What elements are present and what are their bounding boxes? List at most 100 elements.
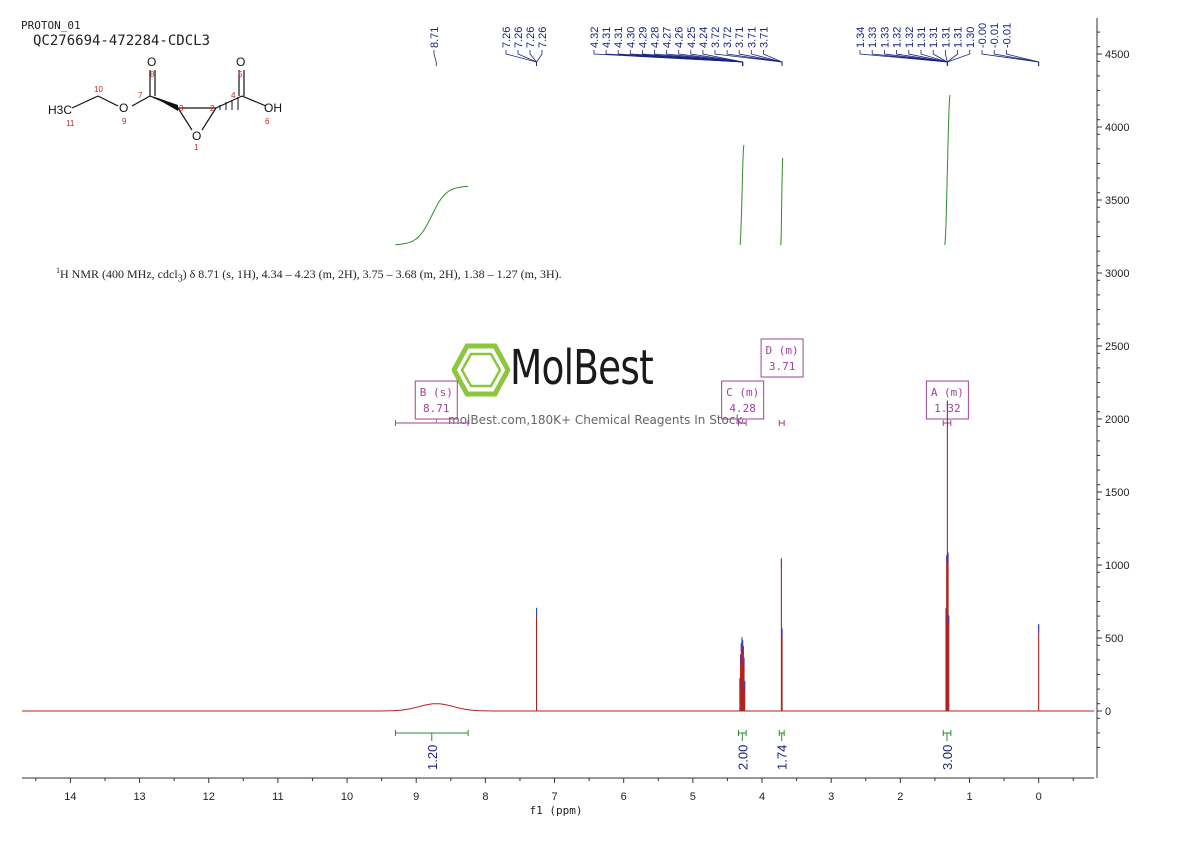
summary-rest: ) δ 8.71 (s, 1H), 4.34 – 4.23 (m, 2H), 3… xyxy=(182,267,562,281)
wedge-bond xyxy=(152,96,178,111)
peak-label: 3.72 xyxy=(722,27,734,48)
peak-label-leader xyxy=(763,50,783,66)
y-tick-label: 500 xyxy=(1105,633,1123,645)
y-tick-label: 1000 xyxy=(1105,560,1129,572)
peak-label-leader xyxy=(946,50,971,66)
peak-label-leader xyxy=(529,50,537,66)
multiplet-label: B (s) xyxy=(420,386,453,399)
atom-number: 9 xyxy=(122,117,127,126)
peak-label: 4.28 xyxy=(650,27,662,48)
integral-value: 1.74 xyxy=(775,745,790,770)
x-tick-label: 13 xyxy=(133,791,145,803)
summary-subscript: 3 xyxy=(177,273,183,285)
atom-label: O xyxy=(236,55,245,69)
peak-label: 1.32 xyxy=(904,27,916,48)
peak-label: 3.72 xyxy=(710,27,722,48)
peak-label: 4.27 xyxy=(662,27,674,48)
atom-number: 8 xyxy=(150,70,155,79)
peak-label: 3.71 xyxy=(734,27,746,48)
x-tick-label: 5 xyxy=(690,791,696,803)
x-tick-label: 10 xyxy=(341,791,353,803)
x-tick-label: 11 xyxy=(272,791,283,803)
x-tick-label: 9 xyxy=(413,791,419,803)
nmr-summary: 1H NMR (400 MHz, cdcl3) δ 8.71 (s, 1H), … xyxy=(56,266,562,284)
peak-label: 4.29 xyxy=(637,27,649,48)
peak-label: -0.01 xyxy=(989,23,1001,48)
peak-label-leader xyxy=(702,50,744,66)
brand-name: MolBest xyxy=(510,340,654,396)
atom-number: 10 xyxy=(94,85,103,94)
integral-curve xyxy=(395,185,469,246)
peak-label-leader xyxy=(871,50,948,66)
brand-tagline: molBest.com,180K+ Chemical Reagents In S… xyxy=(448,413,747,427)
integral-curve xyxy=(780,157,784,246)
multiplet-shift: 8.71 xyxy=(423,402,450,415)
peak-label: 4.30 xyxy=(625,27,637,48)
atom-number: 5 xyxy=(238,70,243,79)
peak-label-leader xyxy=(946,50,958,66)
x-tick-label: 3 xyxy=(828,791,834,803)
y-tick-label: 4500 xyxy=(1105,49,1129,61)
peak-label-leader xyxy=(1006,50,1040,66)
atom-number: 11 xyxy=(66,119,75,128)
atom-number: 4 xyxy=(231,91,236,100)
peak-label: 1.31 xyxy=(953,27,965,48)
peak-label: 1.33 xyxy=(867,27,879,48)
integral-curve xyxy=(944,94,951,246)
peak-label-leader xyxy=(642,50,744,66)
x-tick-label: 2 xyxy=(897,791,903,803)
peak-label: -0.01 xyxy=(1001,23,1013,48)
x-tick-label: 7 xyxy=(551,791,557,803)
atom-number: 6 xyxy=(265,117,270,126)
x-tick-label: 12 xyxy=(203,791,215,803)
peak-label: 4.32 xyxy=(589,27,601,48)
peak-label: 1.31 xyxy=(940,27,952,48)
integral-curves xyxy=(395,94,951,246)
peak-label: 1.33 xyxy=(879,27,891,48)
summary-superscript: 1 xyxy=(56,266,60,275)
y-tick-label: 2500 xyxy=(1105,341,1129,353)
multiplet-shift: 3.71 xyxy=(769,360,796,373)
peak-label: 1.30 xyxy=(965,27,977,48)
peak-label-leader xyxy=(884,50,948,66)
y-axis: 0 500 1000 1500 2000 2500 3000 3500 4000 4500 xyxy=(1096,18,1129,778)
hash-bond xyxy=(219,97,239,110)
integral-value: 3.00 xyxy=(940,745,955,770)
peak-label: 4.31 xyxy=(613,27,625,48)
atom-number: 7 xyxy=(138,91,143,100)
peak-label: -0.00 xyxy=(977,23,989,48)
summary-text: H NMR (400 MHz, cdcl xyxy=(60,267,178,281)
x-tick-label: 1 xyxy=(966,791,972,803)
peak-label-leader xyxy=(726,50,783,66)
multiplet-markers: B (s)8.71C (m)4.28D (m)3.71A (m)1.32 xyxy=(394,338,969,426)
peak-label-leader xyxy=(920,50,948,66)
peak-label: 8.71 xyxy=(429,27,441,48)
y-tick-label: 2000 xyxy=(1105,414,1129,426)
peak-label-leader xyxy=(981,50,1040,66)
experiment-label: PROTON_01 xyxy=(21,19,81,32)
atom-number: 1 xyxy=(194,143,199,152)
peak-label-leader xyxy=(993,50,1040,66)
atom-label: O xyxy=(119,101,128,115)
peak-label-leader xyxy=(433,50,437,66)
atom-label: OH xyxy=(264,101,282,115)
atom-label: H3C xyxy=(48,103,72,117)
peak-label: 7.26 xyxy=(537,27,549,48)
atom-number: 2 xyxy=(210,104,215,113)
molbest-logo-icon xyxy=(452,343,510,397)
y-tick-label: 3500 xyxy=(1105,195,1129,207)
y-tick-label: 4000 xyxy=(1105,122,1129,134)
peak-label-leader xyxy=(505,50,537,66)
integrals: 1.20 2.00 1.74 3.00 xyxy=(394,730,955,770)
peak-labels: 8.71 7.26 7.26 7.26 7.26 4.32 4.31 4.31 4.30 4.29… xyxy=(429,23,1040,66)
x-axis-label: f1 (ppm) xyxy=(530,804,583,817)
x-tick-label: 4 xyxy=(759,791,765,803)
atom-number: 3 xyxy=(179,104,184,113)
peak-label: 4.25 xyxy=(686,27,698,48)
atom-label: O xyxy=(192,129,201,143)
multiplet-label: A (m) xyxy=(931,386,964,399)
peak-label: 1.32 xyxy=(892,27,904,48)
integral-curve xyxy=(739,144,745,246)
peak-label: 3.71 xyxy=(758,27,770,48)
